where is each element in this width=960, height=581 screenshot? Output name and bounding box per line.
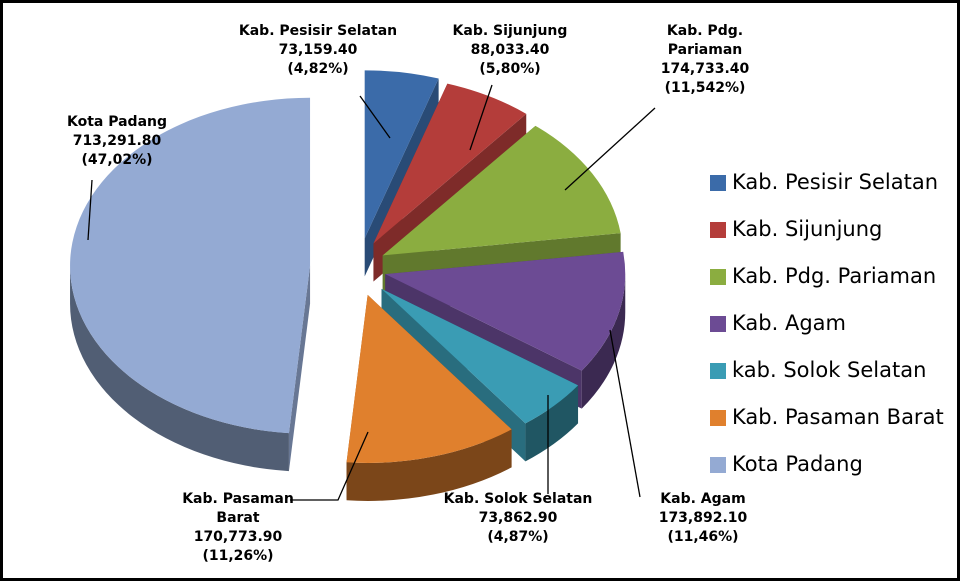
legend-label: Kab. Agam (732, 311, 846, 335)
slice (364, 70, 439, 239)
data-label-value: 713,291.80 (73, 133, 162, 149)
data-label-value: 73,159.40 (279, 42, 358, 58)
data-label-value: 173,892.10 (659, 510, 748, 526)
pie (70, 70, 626, 501)
slice-wall (525, 385, 579, 462)
leader-line (290, 431, 369, 501)
slice-wall (70, 265, 289, 472)
legend-label: Kab. Pasaman Barat (732, 405, 944, 429)
slice (385, 251, 626, 371)
data-label-name: Kota Padang (67, 114, 167, 130)
slice-wall (346, 429, 512, 501)
slice (346, 294, 512, 463)
data-label-name: Kab. Pesisir Selatan (239, 23, 397, 39)
data-label-name: Kab. Pdg. (667, 23, 743, 39)
data-label-percent: (5,80%) (479, 61, 540, 77)
data-label-name: Pariaman (668, 42, 742, 58)
data-label-value: 174,733.40 (661, 61, 750, 77)
data-label-value: 73,862.90 (479, 510, 558, 526)
data-labels: Kab. Pesisir Selatan 73,159.40 (4,82%) Kab.… (67, 23, 750, 564)
data-label-name: Kab. Sijunjung (453, 23, 568, 39)
legend-label: Kab. Sijunjung (732, 217, 882, 241)
legend-swatch (710, 363, 726, 379)
legend-swatch (710, 222, 726, 238)
leader-line (564, 107, 656, 191)
leader-line (469, 84, 493, 151)
legend-swatch (710, 410, 726, 426)
legend-swatch (710, 316, 726, 332)
slice-wall (581, 274, 626, 409)
data-label-percent: (47,02%) (81, 152, 152, 168)
data-label-name: Kab. Agam (660, 491, 745, 507)
leader-line (87, 179, 93, 241)
slice (70, 97, 311, 434)
leader-line (609, 329, 641, 498)
legend-swatch (710, 457, 726, 473)
legend-label: kab. Solok Selatan (732, 358, 926, 382)
leader-line (359, 95, 391, 139)
data-label-value: 170,773.90 (194, 529, 283, 545)
data-label-percent: (4,87%) (487, 529, 548, 545)
slice (373, 83, 527, 244)
data-label-value: 88,033.40 (471, 42, 550, 58)
data-label-percent: (11,542%) (665, 80, 746, 96)
legend-label: Kab. Pesisir Selatan (732, 170, 938, 194)
data-label-percent: (11,26%) (202, 548, 273, 564)
legend-swatch (710, 175, 726, 191)
legend: Kab. Pesisir Selatan Kab. Sijunjung Kab. P… (710, 170, 944, 476)
data-label-percent: (11,46%) (667, 529, 738, 545)
data-label-name: Kab. Solok Selatan (444, 491, 593, 507)
data-label-name: Barat (216, 510, 259, 526)
slice (382, 125, 621, 256)
data-label-percent: (4,82%) (287, 61, 348, 77)
slice (381, 288, 579, 424)
data-label-name: Kab. Pasaman (182, 491, 294, 507)
legend-label: Kab. Pdg. Pariaman (732, 264, 936, 288)
slice-side (288, 265, 311, 472)
legend-swatch (710, 269, 726, 285)
legend-label: Kota Padang (732, 452, 863, 476)
